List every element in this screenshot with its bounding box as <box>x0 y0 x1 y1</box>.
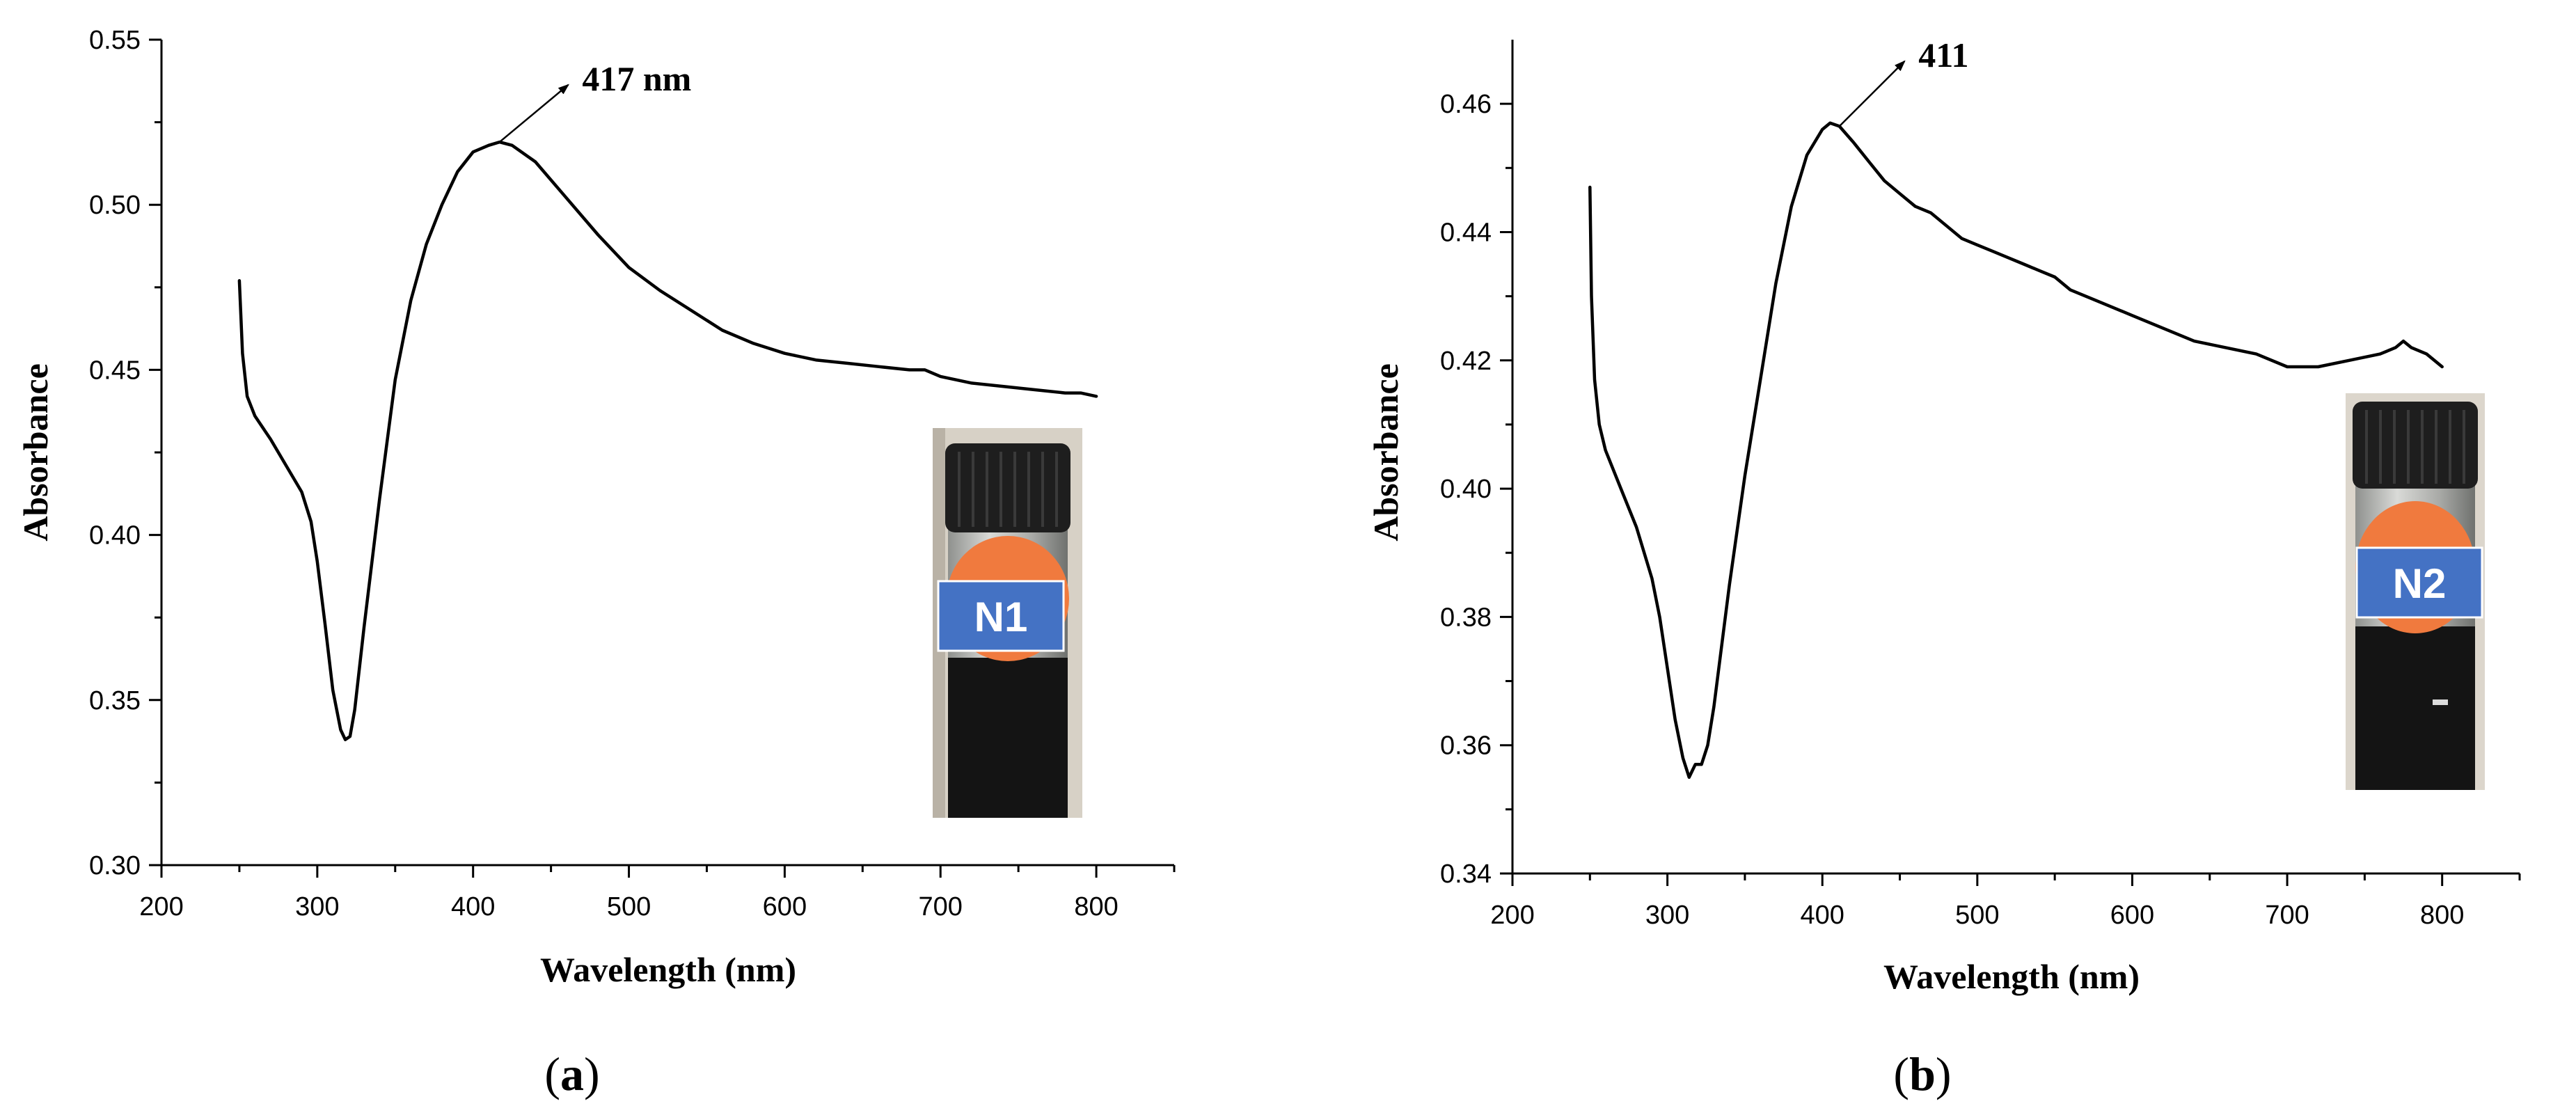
cap-ridges <box>2365 410 2465 484</box>
y-tick-label: 0.44 <box>1440 218 1492 247</box>
vial-tag <box>2355 546 2483 619</box>
x-tick-label: 400 <box>1801 901 1844 930</box>
y-tick-label: 0.42 <box>1440 347 1492 376</box>
chart-panel-b: 0.34 0.36 0.38 0.40 0.42 0.44 0.46 200 300 400 50… <box>1366 35 2521 1100</box>
y-tick-label: 0.40 <box>1440 475 1492 504</box>
y-tick-label: 0.38 <box>1440 603 1492 632</box>
x-ticks-b: 200 300 400 500 600 700 800 <box>1490 873 2521 930</box>
x-tick-label: 600 <box>2110 901 2154 930</box>
chart-panel-a: 0.30 0.35 0.40 0.45 0.50 0.55 200 300 400 500 600… <box>16 26 1176 1100</box>
x-axis-title-a: Wavelength (nm) <box>540 950 796 989</box>
y-tick-label: 0.50 <box>89 191 141 220</box>
peak-arrow-a <box>498 84 569 143</box>
x-tick-label: 800 <box>2420 901 2464 930</box>
x-tick-label: 600 <box>763 892 807 922</box>
x-tick-label: 700 <box>2265 901 2309 930</box>
cap-ridges <box>958 452 1058 527</box>
vial-photo-n1: N1 <box>933 428 1082 818</box>
peak-arrow-b <box>1838 60 1906 127</box>
x-axis-title-b: Wavelength (nm) <box>1883 957 2140 996</box>
vial-liquid <box>948 658 1068 818</box>
vial-cap <box>945 443 1070 532</box>
vial-liquid <box>2355 626 2475 790</box>
y-tick-label: 0.36 <box>1440 732 1492 761</box>
y-tick-label: 0.55 <box>89 26 141 55</box>
x-tick-label: 400 <box>451 892 495 922</box>
peak-label-a: 417 nm <box>582 59 691 98</box>
x-tick-label: 200 <box>1490 901 1534 930</box>
y-tick-label: 0.30 <box>89 851 141 880</box>
peak-label-b: 411 <box>1918 35 1968 74</box>
x-tick-label: 700 <box>919 892 963 922</box>
vial-tag-label-n1: N1 <box>974 594 1028 640</box>
vial-photo-n2: N2 <box>2346 393 2485 790</box>
plot-area-a: 0.30 0.35 0.40 0.45 0.50 0.55 200 300 400 500 600… <box>89 26 1176 922</box>
panel-label-a: (a) <box>544 1047 599 1100</box>
y-ticks-a: 0.30 0.35 0.40 0.45 0.50 0.55 <box>89 26 161 880</box>
x-tick-label: 200 <box>139 892 183 922</box>
y-tick-label: 0.45 <box>89 356 141 385</box>
vial-cap <box>2353 402 2478 489</box>
liquid-highlight <box>2433 699 2448 705</box>
x-tick-label: 300 <box>295 892 339 922</box>
absorbance-curve-n1 <box>237 140 1098 741</box>
x-tick-label: 300 <box>1645 901 1689 930</box>
x-tick-label: 800 <box>1074 892 1118 922</box>
absorbance-curve-n2 <box>1588 121 2444 780</box>
vial-tag <box>937 580 1065 652</box>
y-tick-label: 0.46 <box>1440 90 1492 119</box>
x-tick-label: 500 <box>607 892 651 922</box>
vial-tag-label-n2: N2 <box>2393 560 2447 607</box>
y-tick-label: 0.34 <box>1440 860 1492 889</box>
y-ticks-b: 0.34 0.36 0.38 0.40 0.42 0.44 0.46 <box>1440 90 1512 889</box>
y-tick-label: 0.40 <box>89 521 141 551</box>
y-tick-label: 0.35 <box>89 686 141 715</box>
y-axis-title-a: Absorbance <box>16 363 55 541</box>
x-tick-label: 500 <box>1955 901 1999 930</box>
y-axis-title-b: Absorbance <box>1366 363 1405 541</box>
x-ticks-a: 200 300 400 500 600 700 800 <box>139 865 1176 922</box>
panel-label-b: (b) <box>1893 1047 1951 1100</box>
plot-area-b: 0.34 0.36 0.38 0.40 0.42 0.44 0.46 200 300 400 50… <box>1440 35 2521 930</box>
